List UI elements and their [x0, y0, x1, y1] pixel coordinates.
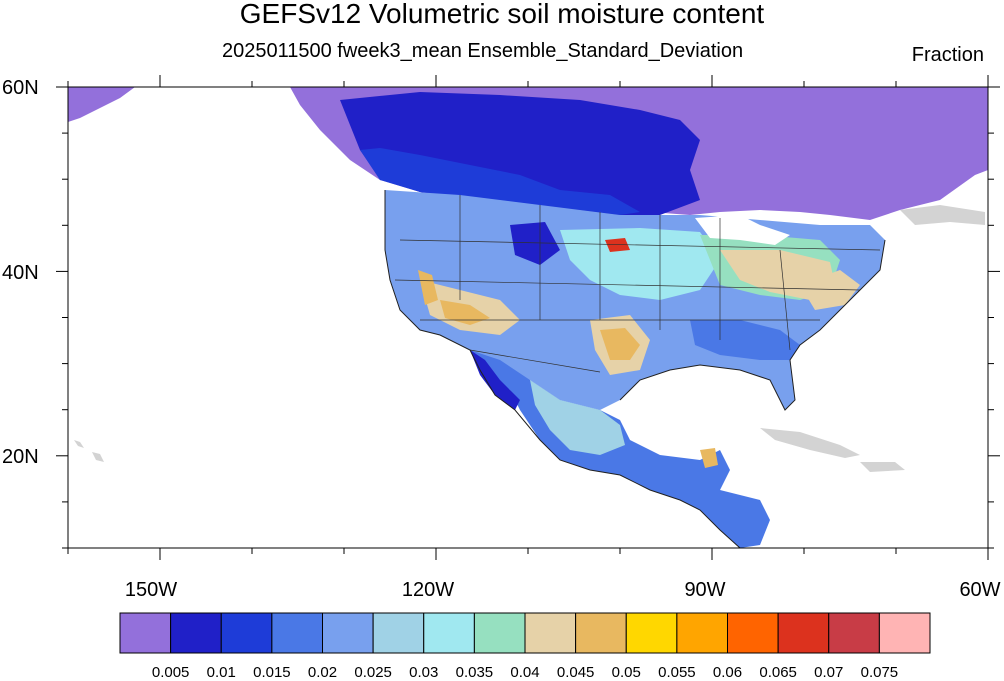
texas-core [600, 328, 640, 360]
colorbar-label: 0.075 [860, 664, 899, 681]
colorbar-swatch [220, 612, 273, 654]
colorbar-label: 0.04 [510, 664, 540, 681]
coastlines [384, 190, 886, 548]
lat-label-20n: 20N [2, 446, 39, 468]
great-lakes [695, 215, 790, 245]
alaska-region [68, 87, 135, 122]
mid-atlantic-patch [800, 270, 860, 310]
lon-label-120w: 120W [402, 579, 454, 601]
hawaii-islands [74, 440, 104, 462]
lon-label-150w: 150W [125, 579, 177, 601]
colorbar-swatch [575, 612, 627, 654]
colorbar-label: 0.03 [409, 664, 439, 681]
map-subtitle: 2025011500 fweek3_mean Ensemble_Standard… [222, 40, 744, 62]
hispaniola-island [860, 462, 905, 472]
colorbar-label: 0.015 [253, 664, 291, 681]
colorbar-label: 0.025 [354, 664, 392, 681]
colorbar-swatch [828, 612, 880, 654]
colorbar-label: 0.035 [455, 664, 494, 681]
colorbar-swatch [119, 612, 172, 654]
dakota-hotspot [605, 238, 630, 252]
colorbar-label: 0.01 [206, 664, 236, 681]
colorbar-swatch [322, 612, 374, 654]
lon-label-60w: 60W [959, 579, 1000, 601]
axis-ticks [56, 75, 1000, 560]
colorbar [119, 612, 931, 654]
northeast-land [900, 205, 985, 225]
baja-peninsula [470, 350, 520, 410]
colorbar-swatch [676, 612, 728, 654]
colorbar-swatch [423, 612, 475, 654]
california-patch [418, 270, 438, 305]
state-lines [394, 195, 881, 373]
colorbar-swatch [878, 612, 931, 654]
colorbar-swatch [170, 612, 222, 654]
colorbar-label: 0.02 [307, 664, 338, 681]
rockies-blue [510, 222, 560, 265]
colorbar-swatch [727, 612, 779, 654]
southwest-core [440, 300, 490, 325]
cuba-island [760, 428, 860, 458]
southeast-blue [690, 320, 800, 360]
canada-patch-blue [360, 148, 640, 215]
yucatan-patch [700, 448, 718, 468]
units-label: Fraction [911, 44, 984, 66]
colorbar-label: 0.05 [611, 664, 641, 681]
colorbar-swatch [625, 612, 678, 654]
lat-label-40n: 40N [2, 262, 39, 284]
lon-label-90w: 90W [684, 579, 725, 601]
colorbar-label: 0.065 [759, 664, 797, 681]
colorbar-swatch [372, 612, 425, 654]
colorbar-label: 0.055 [658, 664, 696, 681]
colorbar-label: 0.06 [712, 664, 743, 681]
colorbar-swatch [524, 612, 577, 654]
colorbar-swatch [777, 612, 830, 654]
colorbar-swatch [271, 612, 323, 654]
lat-label-60n: 60N [2, 77, 39, 99]
map-field [68, 87, 988, 548]
colorbar-label: 0.07 [814, 664, 844, 681]
colorbar-swatch [473, 612, 526, 654]
colorbar-label: 0.045 [556, 664, 595, 681]
map-title: GEFSv12 Volumetric soil moisture content [239, 0, 765, 29]
mexico-interior [530, 380, 625, 455]
colorbar-label: 0.005 [151, 664, 190, 681]
